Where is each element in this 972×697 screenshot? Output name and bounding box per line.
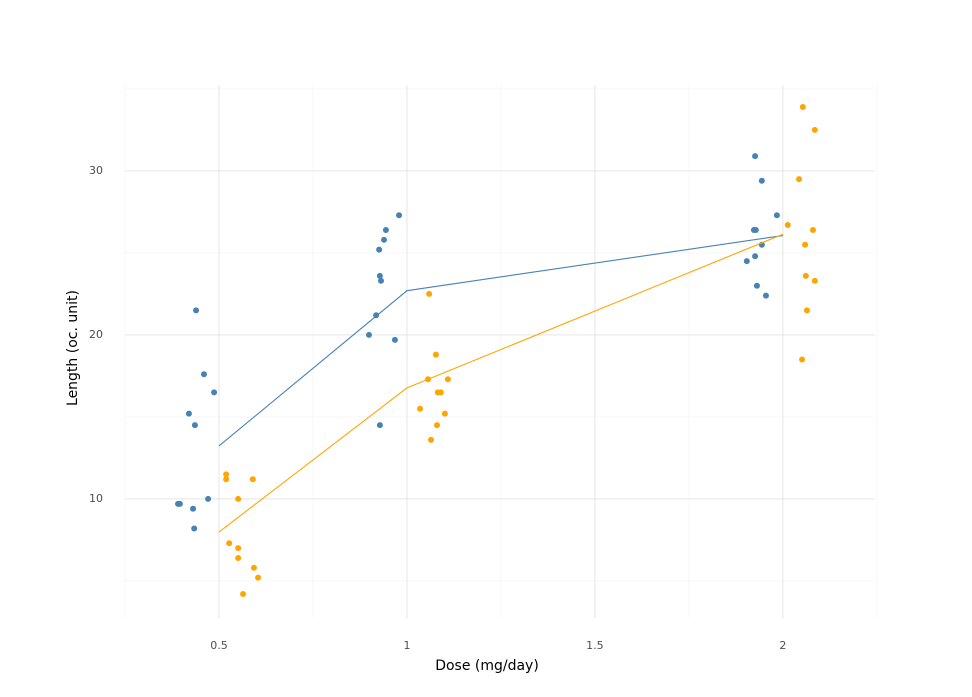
y-tick-label: 30: [89, 164, 103, 177]
point: [185, 410, 192, 417]
x-tick-label: 1.5: [586, 639, 604, 652]
point: [444, 376, 451, 383]
point: [799, 103, 806, 110]
point: [425, 376, 432, 383]
point: [796, 176, 803, 183]
point: [190, 505, 197, 512]
point: [417, 405, 424, 412]
point: [753, 282, 760, 289]
point: [376, 272, 383, 279]
point: [758, 177, 765, 184]
point: [784, 222, 791, 229]
point: [811, 277, 818, 284]
point: [249, 476, 256, 483]
point: [799, 356, 806, 363]
point: [396, 212, 403, 219]
point: [802, 241, 809, 248]
point: [176, 500, 183, 507]
point: [391, 336, 398, 343]
point: [752, 226, 759, 233]
point: [223, 476, 230, 483]
point: [200, 371, 207, 378]
mean-line: [218, 235, 783, 447]
point: [432, 351, 439, 358]
point: [191, 422, 198, 429]
point: [191, 525, 198, 532]
point: [378, 277, 385, 284]
point: [426, 290, 433, 297]
x-tick-label: 1: [403, 639, 410, 652]
point: [441, 410, 448, 417]
point: [250, 564, 257, 571]
point: [752, 253, 759, 260]
point: [376, 246, 383, 253]
point: [809, 226, 816, 233]
point: [428, 436, 435, 443]
point: [235, 554, 242, 561]
point: [255, 574, 262, 581]
point: [762, 292, 769, 299]
point: [211, 389, 218, 396]
x-axis-title: Dose (mg/day): [435, 658, 539, 674]
point: [373, 312, 380, 319]
point: [240, 591, 247, 598]
point: [743, 258, 750, 265]
point: [382, 226, 389, 233]
point: [193, 307, 200, 314]
point: [205, 495, 212, 502]
point: [376, 422, 383, 429]
point: [773, 212, 780, 219]
point: [752, 153, 759, 160]
x-tick-label: 2: [779, 639, 786, 652]
mean-line: [218, 233, 784, 533]
y-tick-label: 10: [89, 492, 103, 505]
point: [802, 272, 809, 279]
point: [365, 331, 372, 338]
point: [437, 389, 444, 396]
point: [223, 471, 230, 478]
point: [434, 422, 441, 429]
point: [235, 545, 242, 552]
y-tick-label: 20: [89, 328, 103, 341]
point: [226, 540, 233, 547]
point: [803, 307, 810, 314]
y-axis-title: Length (oc. unit): [65, 290, 81, 406]
point: [235, 495, 242, 502]
x-tick-label: 0.5: [210, 639, 228, 652]
point: [381, 236, 388, 243]
point: [811, 126, 818, 133]
